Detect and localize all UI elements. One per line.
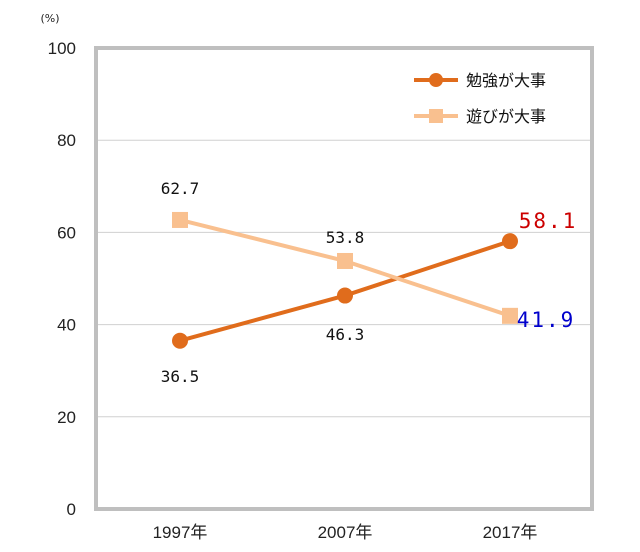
- x-tick-label: 2017年: [483, 523, 538, 542]
- data-label: 58.1: [519, 209, 578, 233]
- y-tick-label: 40: [57, 316, 76, 335]
- y-tick-label: 80: [57, 131, 76, 150]
- y-unit-label: (%): [40, 12, 59, 25]
- legend-marker: [429, 73, 443, 87]
- data-point: [172, 332, 188, 349]
- x-tick-label: 2007年: [318, 523, 373, 542]
- data-point: [172, 211, 188, 228]
- x-axis-ticks: 1997年 2007年 2017年: [153, 523, 538, 542]
- data-label: 53.8: [326, 228, 365, 247]
- y-tick-label: 60: [57, 223, 76, 242]
- x-tick-label: 1997年: [153, 523, 208, 542]
- grid-lines: [96, 139, 592, 418]
- data-point: [337, 287, 353, 304]
- legend-marker: [429, 109, 443, 123]
- data-label: 62.7: [161, 179, 200, 198]
- data-point: [337, 252, 353, 269]
- y-tick-label: 0: [67, 500, 76, 519]
- y-axis-ticks: 0 20 40 60 80 100: [48, 39, 76, 519]
- data-labels: 36.5 46.3 58.1 62.7 53.8 41.9: [161, 179, 578, 386]
- data-label: 41.9: [517, 308, 576, 332]
- data-point: [502, 307, 518, 324]
- plot-frame: [94, 46, 594, 511]
- data-label: 36.5: [161, 367, 200, 386]
- legend-label: 勉強が大事: [466, 71, 546, 90]
- legend-label: 遊びが大事: [466, 107, 546, 126]
- y-tick-label: 100: [48, 39, 76, 58]
- data-point: [502, 233, 518, 250]
- data-label: 46.3: [326, 325, 365, 344]
- series-markers: [172, 211, 518, 349]
- y-tick-label: 20: [57, 408, 76, 427]
